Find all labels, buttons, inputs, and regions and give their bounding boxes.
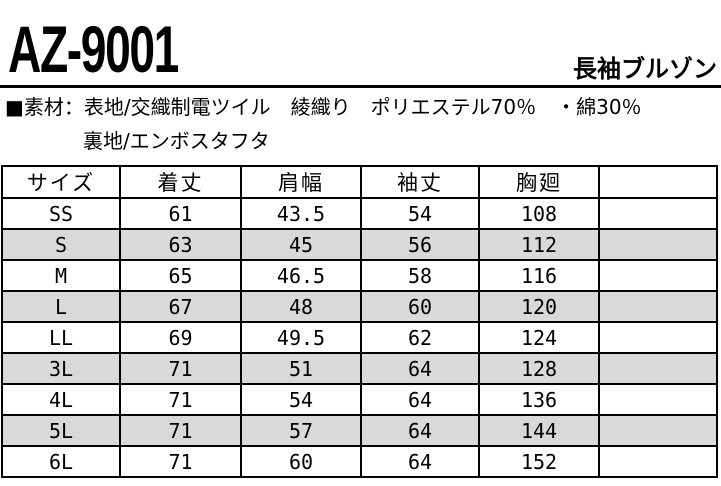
measurement-cell: 136	[478, 383, 600, 416]
size-table: サイズ 着丈 肩幅 袖丈 胸廻 SS 61 43.5 54 108 S 63 45 56 112 M 65 46…	[1, 165, 718, 478]
measurement-cell: 71	[119, 445, 242, 478]
measurement-cell: 45	[240, 228, 362, 261]
measurement-cell: 43.5	[240, 197, 362, 230]
table-row-5L: 5L 71 57 64 144	[1, 414, 718, 447]
measurement-cell: 51	[240, 352, 362, 385]
measurement-cell: 46.5	[240, 259, 362, 292]
material-line-2: 裏地/エンボスタフタ	[83, 129, 270, 153]
measurement-cell: 54	[360, 197, 480, 230]
column-header-胸廻: 胸廻	[478, 165, 600, 199]
measurement-cell: 56	[360, 228, 480, 261]
measurement-cell	[598, 352, 718, 385]
measurement-cell	[598, 197, 718, 230]
measurement-cell	[598, 259, 718, 292]
column-header-サイズ: サイズ	[1, 165, 121, 199]
measurement-cell: 64	[360, 352, 480, 385]
measurement-cell: 116	[478, 259, 600, 292]
measurement-cell: 144	[478, 414, 600, 447]
table-row-6L: 6L 71 60 64 152	[1, 445, 718, 478]
column-header-袖丈: 袖丈	[360, 165, 480, 199]
measurement-cell: 61	[119, 197, 242, 230]
table-row-4L: 4L 71 54 64 136	[1, 383, 718, 416]
measurement-cell: 54	[240, 383, 362, 416]
measurement-cell	[598, 414, 718, 447]
measurement-cell: 64	[360, 383, 480, 416]
material-text-1: 素材：表地/交織制電ツイル 綾織り ポリエステル70％ ・綿30％	[23, 95, 642, 119]
table-row-S: S 63 45 56 112	[1, 228, 718, 261]
measurement-cell: 64	[360, 414, 480, 447]
table-row-SS: SS 61 43.5 54 108	[1, 197, 718, 230]
measurement-cell: 120	[478, 290, 600, 323]
measurement-cell: 60	[360, 290, 480, 323]
size-label-cell: S	[1, 228, 121, 261]
measurement-cell: 152	[478, 445, 600, 478]
measurement-cell: 124	[478, 321, 600, 354]
size-label-cell: L	[1, 290, 121, 323]
size-label-cell: 4L	[1, 383, 121, 416]
product-code: AZ-9001	[8, 12, 179, 86]
measurement-cell: 112	[478, 228, 600, 261]
measurement-cell	[598, 290, 718, 323]
table-row-LL: LL 69 49.5 62 124	[1, 321, 718, 354]
measurement-cell: 69	[119, 321, 242, 354]
product-name: 長袖ブルゾン	[573, 55, 717, 83]
measurement-cell: 48	[240, 290, 362, 323]
black-square-bullet-icon: ■	[5, 95, 24, 119]
measurement-cell: 62	[360, 321, 480, 354]
header-divider	[0, 85, 721, 88]
measurement-cell	[598, 228, 718, 261]
size-label-cell: SS	[1, 197, 121, 230]
column-header-blank	[598, 165, 718, 199]
size-table-header-row: サイズ 着丈 肩幅 袖丈 胸廻	[1, 165, 718, 199]
material-line-1: ■素材：表地/交織制電ツイル 綾織り ポリエステル70％ ・綿30％	[5, 96, 642, 118]
size-label-cell: 6L	[1, 445, 121, 478]
measurement-cell: 71	[119, 352, 242, 385]
measurement-cell: 49.5	[240, 321, 362, 354]
measurement-cell: 71	[119, 414, 242, 447]
measurement-cell: 58	[360, 259, 480, 292]
column-header-着丈: 着丈	[119, 165, 242, 199]
size-table-body: SS 61 43.5 54 108 S 63 45 56 112 M 65 46.5 58 116 L 67 48…	[1, 197, 718, 478]
size-label-cell: 3L	[1, 352, 121, 385]
measurement-cell: 64	[360, 445, 480, 478]
size-label-cell: LL	[1, 321, 121, 354]
size-label-cell: M	[1, 259, 121, 292]
size-label-cell: 5L	[1, 414, 121, 447]
measurement-cell: 63	[119, 228, 242, 261]
table-row-L: L 67 48 60 120	[1, 290, 718, 323]
measurement-cell: 65	[119, 259, 242, 292]
measurement-cell: 60	[240, 445, 362, 478]
measurement-cell: 108	[478, 197, 600, 230]
table-row-3L: 3L 71 51 64 128	[1, 352, 718, 385]
measurement-cell	[598, 445, 718, 478]
measurement-cell	[598, 383, 718, 416]
measurement-cell: 57	[240, 414, 362, 447]
column-header-肩幅: 肩幅	[240, 165, 362, 199]
table-row-M: M 65 46.5 58 116	[1, 259, 718, 292]
measurement-cell: 71	[119, 383, 242, 416]
measurement-cell: 67	[119, 290, 242, 323]
measurement-cell: 128	[478, 352, 600, 385]
measurement-cell	[598, 321, 718, 354]
